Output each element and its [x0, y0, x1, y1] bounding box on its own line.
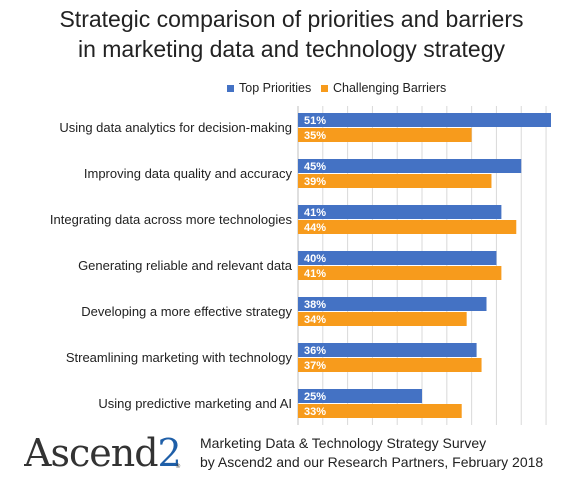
- bar-challenging-barriers: [298, 358, 482, 372]
- data-label: 39%: [304, 176, 326, 188]
- source-note: Marketing Data & Technology Strategy Sur…: [200, 434, 543, 472]
- data-label: 34%: [304, 314, 326, 326]
- data-label: 37%: [304, 360, 326, 372]
- data-label: 38%: [304, 299, 326, 311]
- ascend2-logo: Ascend2 ®: [24, 431, 182, 475]
- bar-challenging-barriers: [298, 312, 467, 326]
- legend-label-top-priorities: Top Priorities: [239, 81, 311, 95]
- bar-top-priorities: [298, 389, 423, 403]
- source-line-2: by Ascend2 and our Research Partners, Fe…: [200, 454, 544, 470]
- data-label: 36%: [304, 345, 326, 357]
- legend-swatch-top-priorities: [227, 85, 234, 92]
- data-label: 41%: [304, 268, 326, 280]
- data-label: 44%: [304, 222, 326, 234]
- chart-title-line-2: in marketing data and technology strateg…: [77, 36, 506, 62]
- category-label: Using predictive marketing and AI: [98, 396, 292, 411]
- category-label: Streamlining marketing with technology: [66, 350, 293, 365]
- bar-challenging-barriers: [298, 128, 472, 142]
- category-label: Generating reliable and relevant data: [78, 258, 293, 273]
- bar-challenging-barriers: [298, 220, 517, 234]
- category-label: Integrating data across more technologie…: [50, 212, 293, 227]
- data-label: 40%: [304, 253, 326, 265]
- bar-top-priorities: [298, 113, 551, 127]
- legend-label-challenging-barriers: Challenging Barriers: [333, 81, 446, 95]
- data-label: 51%: [304, 115, 326, 127]
- category-label: Using data analytics for decision-making: [59, 120, 292, 135]
- svg-text:®: ®: [175, 463, 181, 470]
- data-label: 35%: [304, 130, 326, 142]
- data-label: 41%: [304, 207, 326, 219]
- data-label: 25%: [304, 391, 326, 403]
- bar-top-priorities: [298, 251, 497, 265]
- bar-challenging-barriers: [298, 404, 462, 418]
- chart-title-line-1: Strategic comparison of priorities and b…: [59, 6, 524, 32]
- bar-challenging-barriers: [298, 174, 492, 188]
- bar-top-priorities: [298, 343, 477, 357]
- svg-text:Ascend2: Ascend2: [24, 431, 181, 475]
- category-label: Developing a more effective strategy: [81, 304, 292, 319]
- chart-title: Strategic comparison of priorities and b…: [0, 4, 583, 64]
- bar-top-priorities: [298, 159, 522, 173]
- data-label: 45%: [304, 161, 326, 173]
- category-label: Improving data quality and accuracy: [84, 166, 293, 181]
- legend-swatch-challenging-barriers: [321, 85, 328, 92]
- bar-challenging-barriers: [298, 266, 502, 280]
- data-label: 33%: [304, 406, 326, 418]
- bar-top-priorities: [298, 297, 487, 311]
- source-line-1: Marketing Data & Technology Strategy Sur…: [200, 435, 487, 451]
- bar-top-priorities: [298, 205, 502, 219]
